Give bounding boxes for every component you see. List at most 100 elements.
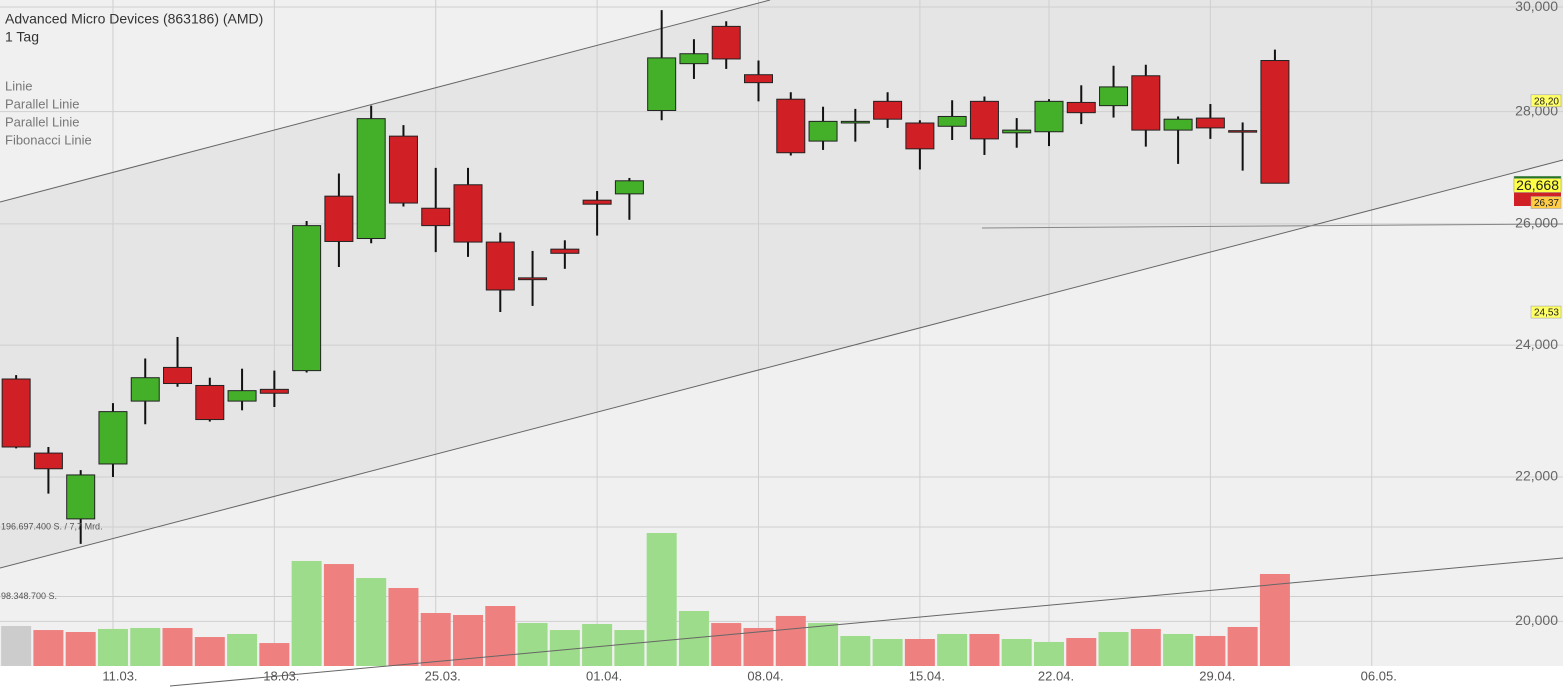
volume-bar	[227, 633, 258, 666]
y2-tick-label: 98.348.700 S.	[1, 591, 57, 601]
volume-bar	[323, 564, 354, 666]
candle-body	[969, 100, 999, 140]
candle-body	[679, 53, 709, 65]
candle-body	[33, 452, 63, 470]
candle-body	[808, 120, 838, 142]
x-tick-label: 01.04.	[586, 668, 622, 683]
x-tick-label: 29.04.	[1199, 668, 1235, 683]
volume-bar	[582, 624, 613, 666]
legend-item: Linie	[5, 78, 32, 93]
volume-bar	[808, 623, 839, 666]
candle-body	[518, 277, 548, 281]
price-tag-label: 24,53	[1534, 308, 1559, 319]
candle-body	[1034, 100, 1064, 133]
candle-body	[324, 195, 354, 242]
volume-bar	[259, 643, 290, 666]
candle-body	[1260, 60, 1290, 184]
volume-bar	[840, 635, 871, 666]
candle-body	[1, 378, 31, 448]
volume-bar	[97, 628, 128, 666]
volume-bar	[130, 627, 161, 666]
trend-line	[0, 0, 771, 203]
legend-item: Parallel Linie	[5, 114, 79, 129]
volume-bar	[969, 633, 1000, 666]
volume-bar	[614, 630, 645, 666]
volume-bar	[743, 627, 774, 666]
volume-bar	[1, 626, 32, 666]
price-tag	[1530, 94, 1562, 108]
volume-bar	[904, 639, 935, 666]
volume-bar	[1259, 573, 1290, 666]
price-tag-label: 26,668	[1516, 177, 1559, 193]
x-tick-label: 08.04.	[747, 668, 783, 683]
candle-body	[840, 120, 870, 124]
y-tick-label: 20,000	[1515, 612, 1558, 628]
volume-bar	[162, 627, 193, 666]
price-tag-label: 28,20	[1534, 96, 1559, 107]
candle-body	[582, 199, 612, 205]
x-tick-label: 11.03.	[102, 668, 137, 683]
candle-body	[647, 57, 677, 112]
chart-title: Advanced Micro Devices (863186) (AMD)	[5, 11, 263, 27]
candle-body	[1099, 86, 1129, 107]
volume-bar	[1163, 633, 1194, 666]
candle-body	[1163, 118, 1193, 131]
volume-bar	[33, 630, 64, 666]
volume-bar	[65, 632, 96, 666]
candle-body	[163, 366, 193, 385]
chart-subtitle: 1 Tag	[5, 29, 39, 45]
candle-body	[421, 207, 451, 227]
legend-item: Parallel Linie	[5, 96, 79, 111]
x-tick-label: 15.04.	[909, 668, 945, 683]
candle-body	[292, 225, 322, 372]
volume-bar	[517, 623, 548, 666]
x-tick-label: 06.05.	[1361, 668, 1397, 683]
price-tag	[1530, 196, 1562, 209]
candle-body	[227, 390, 257, 402]
volume-bar	[291, 560, 322, 666]
volume-bar	[711, 623, 742, 666]
candle-body	[873, 100, 903, 120]
candle-body	[259, 388, 289, 394]
volume-bar	[1001, 639, 1032, 666]
price-tag	[1530, 305, 1562, 319]
x-tick-label: 18.03.	[263, 668, 299, 683]
x-tick-label: 22.04.	[1038, 668, 1074, 683]
volume-bar	[1033, 641, 1064, 666]
candle-body	[776, 98, 806, 154]
volume-bar	[420, 612, 451, 666]
candle-body	[550, 248, 580, 254]
volume-bar	[1227, 626, 1258, 666]
volume-bar	[646, 533, 677, 666]
volume-bar	[937, 633, 968, 666]
candle-body	[453, 184, 483, 243]
candle-body	[388, 135, 418, 204]
volume-bar	[194, 637, 225, 666]
candle-body	[1195, 117, 1225, 129]
candle-body	[711, 25, 741, 60]
candle-body	[66, 474, 96, 520]
candle-body	[195, 384, 225, 421]
candle-body	[1228, 130, 1258, 133]
y-tick-label: 30,000	[1515, 0, 1558, 14]
candle-body	[130, 377, 160, 402]
candle-body	[98, 411, 128, 465]
candle-body	[356, 118, 386, 240]
price-tag	[1513, 178, 1562, 193]
y-tick-label: 26,000	[1515, 215, 1558, 231]
legend-item: Fibonacci Linie	[5, 132, 92, 147]
candle-body	[1131, 75, 1161, 131]
candle-body	[1002, 129, 1032, 134]
y-tick-label: 24,000	[1515, 336, 1558, 352]
x-tick-label: 25.03.	[425, 668, 461, 683]
volume-bar	[1098, 632, 1129, 666]
y2-tick-label: 196.697.400 S. / 7,7 Mrd.	[1, 521, 103, 531]
candle-body	[614, 180, 644, 195]
fibonacci-line	[981, 223, 1563, 229]
volume-bar	[775, 615, 806, 666]
volume-bar	[872, 639, 903, 666]
candle-body	[485, 241, 515, 291]
volume-bar	[549, 630, 580, 666]
candle-body	[1066, 101, 1096, 114]
